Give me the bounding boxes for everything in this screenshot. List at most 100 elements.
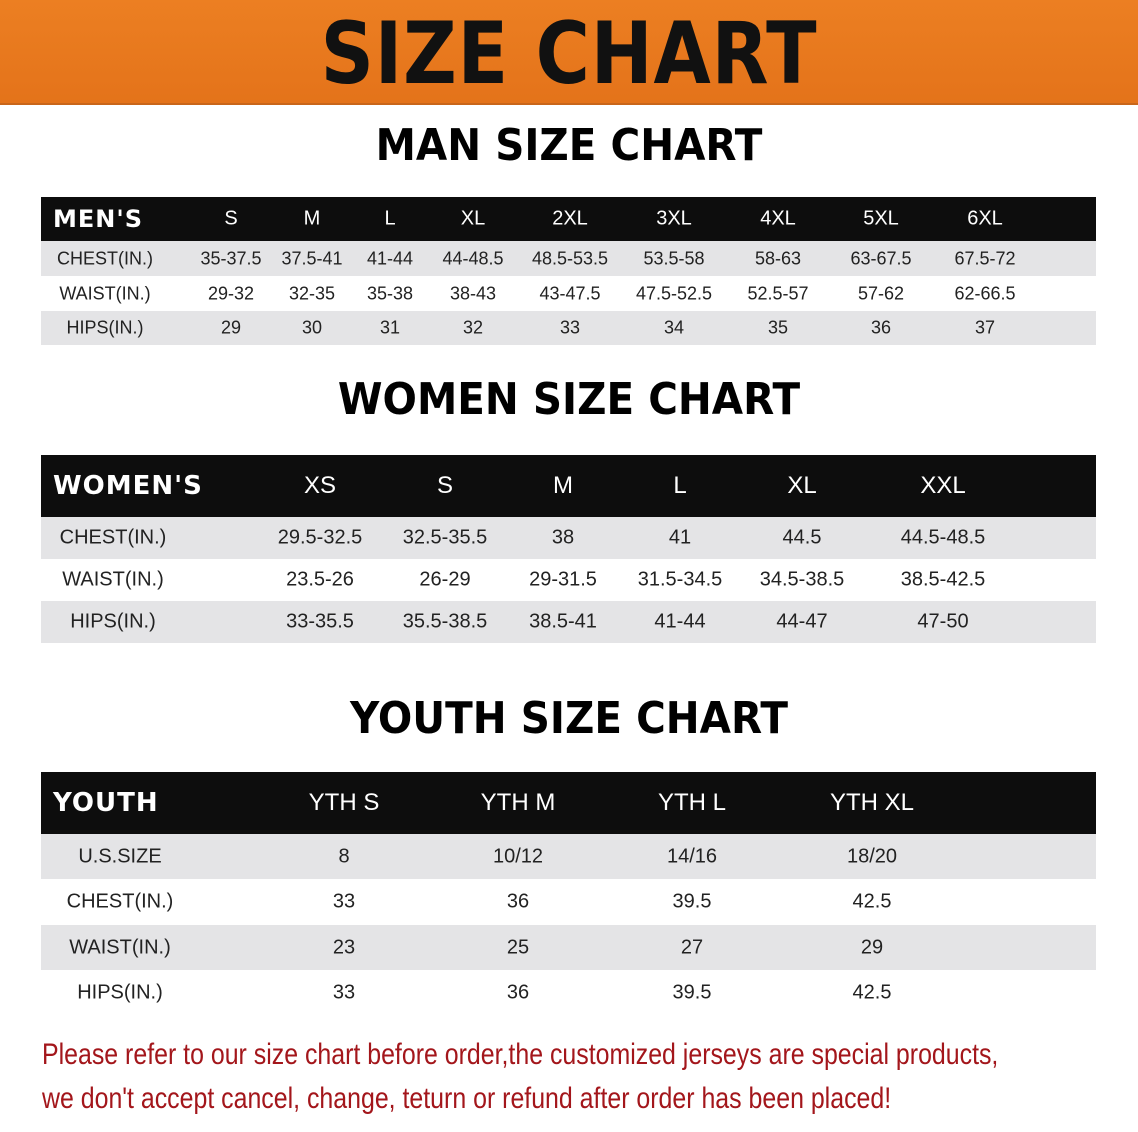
men-section-title: MAN SIZE CHART bbox=[375, 120, 763, 171]
table-cell: 47-50 bbox=[917, 610, 969, 633]
table-cell: 38.5-41 bbox=[529, 610, 597, 633]
table-cell: 23.5-26 bbox=[286, 568, 354, 591]
table-cell: 36 bbox=[506, 890, 530, 913]
table-cell: 63-67.5 bbox=[850, 248, 912, 268]
table-cell: 34 bbox=[663, 317, 685, 338]
size-header-cell: 4XL bbox=[760, 207, 796, 230]
table-cell: 35-37.5 bbox=[200, 248, 262, 268]
table-cell: 31.5-34.5 bbox=[637, 568, 723, 591]
table-cell: 35.5-38.5 bbox=[402, 610, 488, 633]
row-label: U.S.SIZE bbox=[78, 845, 162, 867]
table-cell: 25 bbox=[506, 936, 530, 958]
table-cell: 35-38 bbox=[366, 283, 414, 303]
table-title-cell: MEN'S bbox=[53, 205, 143, 233]
row-label: CHEST(IN.) bbox=[59, 526, 167, 549]
table-cell: 47.5-52.5 bbox=[635, 283, 713, 303]
table-cell: 41 bbox=[668, 526, 692, 549]
table-row: WAIST(IN.) 29-32 32-35 35-38 38-43 43-47.5 47.… bbox=[41, 276, 1096, 311]
table-cell: 37 bbox=[974, 317, 996, 338]
table-cell: 36 bbox=[506, 981, 530, 1003]
size-header-cell: 3XL bbox=[656, 207, 692, 230]
table-row: U.S.SIZE 8 10/12 14/16 18/20 bbox=[41, 834, 1096, 879]
row-label: HIPS(IN.) bbox=[70, 610, 156, 633]
table-row: WAIST(IN.) 23.5-26 26-29 29-31.5 31.5-34.5 34… bbox=[41, 559, 1096, 601]
size-header-cell: XS bbox=[303, 472, 337, 499]
table-cell: 23 bbox=[332, 936, 356, 958]
table-cell: 10/12 bbox=[492, 845, 544, 867]
size-header-cell: YTH L bbox=[657, 789, 727, 816]
table-cell: 52.5-57 bbox=[747, 283, 809, 303]
women-header-row: WOMEN'S XS S M L XL XXL bbox=[41, 455, 1096, 517]
table-cell: 18/20 bbox=[846, 845, 898, 867]
table-cell: 48.5-53.5 bbox=[531, 248, 609, 268]
row-label: WAIST(IN.) bbox=[59, 283, 151, 303]
row-label: CHEST(IN.) bbox=[57, 248, 153, 268]
table-row: CHEST(IN.) 35-37.5 37.5-41 41-44 44-48.5 48.5… bbox=[41, 241, 1096, 276]
table-cell: 39.5 bbox=[672, 890, 712, 913]
table-cell: 30 bbox=[301, 317, 323, 338]
size-header-cell: M bbox=[303, 207, 321, 230]
size-header-cell: 6XL bbox=[967, 207, 1003, 230]
table-cell: 53.5-58 bbox=[643, 248, 705, 268]
table-cell: 29-32 bbox=[207, 283, 255, 303]
table-row: HIPS(IN.) 33 36 39.5 42.5 bbox=[41, 970, 1096, 1015]
table-row: CHEST(IN.) 29.5-32.5 32.5-35.5 38 41 44.5 44.5… bbox=[41, 517, 1096, 559]
table-cell: 33 bbox=[332, 890, 356, 913]
table-cell: 38.5-42.5 bbox=[900, 568, 986, 591]
row-label: CHEST(IN.) bbox=[66, 890, 174, 913]
women-section-title: WOMEN SIZE CHART bbox=[337, 374, 801, 425]
table-cell: 29 bbox=[860, 936, 884, 958]
table-cell: 44-47 bbox=[776, 610, 828, 633]
row-label: WAIST(IN.) bbox=[69, 936, 171, 958]
notice-line-1: Please refer to our size chart before or… bbox=[42, 1038, 999, 1071]
row-label: HIPS(IN.) bbox=[66, 317, 144, 338]
table-cell: 35 bbox=[767, 317, 789, 338]
size-header-cell: XXL bbox=[920, 472, 966, 499]
table-cell: 44.5-48.5 bbox=[900, 526, 986, 549]
table-row: HIPS(IN.) 33-35.5 35.5-38.5 38.5-41 41-44 44-… bbox=[41, 601, 1096, 643]
size-header-cell: L bbox=[384, 207, 396, 230]
table-cell: 29-31.5 bbox=[529, 568, 597, 591]
table-cell: 33 bbox=[559, 317, 581, 338]
table-cell: 36 bbox=[870, 317, 892, 338]
size-header-cell: 5XL bbox=[863, 207, 899, 230]
size-header-cell: S bbox=[436, 472, 454, 499]
notice-line-2: we don't accept cancel, change, teturn o… bbox=[42, 1082, 892, 1115]
youth-section-title: YOUTH SIZE CHART bbox=[350, 693, 788, 744]
table-cell: 27 bbox=[680, 936, 704, 958]
size-header-cell: XL bbox=[787, 472, 817, 499]
table-cell: 14/16 bbox=[666, 845, 718, 867]
table-row: CHEST(IN.) 33 36 39.5 42.5 bbox=[41, 879, 1096, 925]
table-row: HIPS(IN.) 29 30 31 32 33 34 35 36 37 bbox=[41, 311, 1096, 345]
size-header-cell: XL bbox=[460, 207, 486, 230]
table-cell: 32.5-35.5 bbox=[402, 526, 488, 549]
size-chart-banner: SIZE CHART bbox=[0, 0, 1138, 105]
table-cell: 37.5-41 bbox=[281, 248, 343, 268]
table-cell: 44-48.5 bbox=[442, 248, 504, 268]
size-header-cell: S bbox=[224, 207, 238, 230]
size-header-cell: YTH S bbox=[308, 789, 380, 816]
table-title-cell: YOUTH bbox=[53, 788, 159, 818]
table-cell: 29.5-32.5 bbox=[277, 526, 363, 549]
row-label: WAIST(IN.) bbox=[62, 568, 164, 591]
table-cell: 62-66.5 bbox=[954, 283, 1016, 303]
table-row: WAIST(IN.) 23 25 27 29 bbox=[41, 925, 1096, 970]
banner-title: SIZE CHART bbox=[320, 4, 818, 104]
table-cell: 8 bbox=[338, 845, 350, 867]
table-cell: 26-29 bbox=[419, 568, 471, 591]
men-header-row: MEN'S S M L XL 2XL 3XL 4XL 5XL 6XL bbox=[41, 197, 1096, 241]
size-header-cell: YTH XL bbox=[829, 789, 915, 816]
table-cell: 58-63 bbox=[754, 248, 802, 268]
size-header-cell: 2XL bbox=[552, 207, 588, 230]
table-cell: 42.5 bbox=[852, 981, 892, 1003]
size-header-cell: YTH M bbox=[480, 789, 556, 816]
row-label: HIPS(IN.) bbox=[77, 981, 163, 1003]
table-cell: 57-62 bbox=[857, 283, 905, 303]
table-cell: 34.5-38.5 bbox=[759, 568, 845, 591]
table-cell: 31 bbox=[379, 317, 401, 338]
table-cell: 67.5-72 bbox=[954, 248, 1016, 268]
table-cell: 42.5 bbox=[852, 890, 892, 913]
table-cell: 41-44 bbox=[366, 248, 414, 268]
table-cell: 33 bbox=[332, 981, 356, 1003]
table-cell: 41-44 bbox=[654, 610, 706, 633]
